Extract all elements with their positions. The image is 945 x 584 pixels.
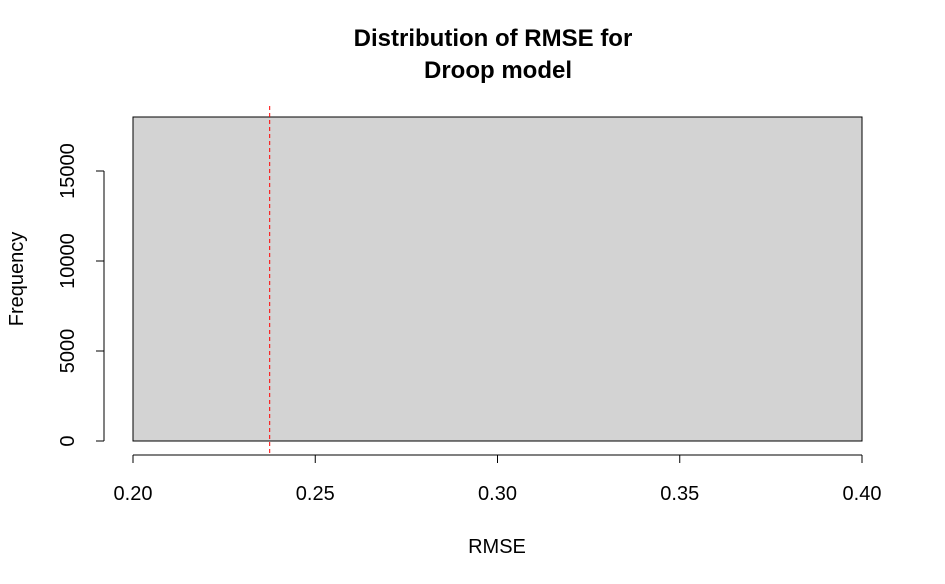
x-tick-label: 0.40 <box>843 483 882 505</box>
chart-title-line-2: Droop model <box>424 57 572 84</box>
histogram-bar <box>132 116 863 442</box>
y-tick-label: 5000 <box>57 329 79 374</box>
x-tick-label: 0.35 <box>660 483 699 505</box>
x-tick-label: 0.25 <box>296 483 335 505</box>
histogram-bars <box>132 116 863 442</box>
chart-title-line-1: Distribution of RMSE for <box>354 25 633 52</box>
x-axis-label: RMSE <box>468 536 526 558</box>
chart-title: Distribution of RMSE for Droop model <box>354 25 633 84</box>
y-tick-label: 0 <box>57 435 79 446</box>
y-tick-label: 15000 <box>57 143 79 199</box>
y-axis-label: Frequency <box>6 232 28 327</box>
y-tick-label: 10000 <box>57 233 79 289</box>
x-tick-label: 0.20 <box>114 483 153 505</box>
x-tick-label: 0.30 <box>478 483 517 505</box>
x-axis: 0.20 0.25 0.30 0.35 0.40 <box>114 454 882 505</box>
y-axis: 0 5000 10000 15000 <box>57 143 105 447</box>
